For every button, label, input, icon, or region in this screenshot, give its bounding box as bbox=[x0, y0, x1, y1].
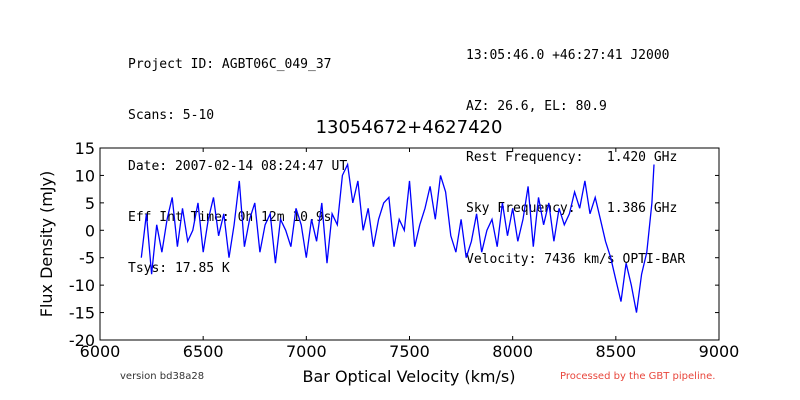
rest-frequency-line: Rest Frequency: 1.420 GHz bbox=[466, 150, 678, 165]
version-label: version bd38a28 bbox=[120, 371, 205, 382]
x-tick-label: 8500 bbox=[595, 342, 636, 361]
plot-series-group bbox=[140, 162, 655, 313]
tsys-line: Tsys: 17.85 K bbox=[128, 261, 230, 276]
y-tick-label: 0 bbox=[85, 221, 95, 240]
az-el-line: AZ: 26.6, EL: 80.9 bbox=[466, 99, 607, 114]
scans-line: Scans: 5-10 bbox=[128, 108, 215, 123]
sky-frequency-line: Sky Frequency: 1.386 GHz bbox=[466, 201, 678, 216]
project-id-line: Project ID: AGBT06C_049_37 bbox=[128, 57, 332, 72]
x-tick-label: 6500 bbox=[183, 342, 224, 361]
x-tick-label: 6000 bbox=[80, 342, 121, 361]
y-tick-label: -15 bbox=[69, 304, 95, 323]
x-tick-label: 7500 bbox=[389, 342, 430, 361]
y-tick-label: 10 bbox=[75, 166, 95, 185]
y-tick-label: 5 bbox=[85, 194, 95, 213]
y-tick-label: 15 bbox=[75, 139, 95, 158]
y-axis-label: Flux Density (mJy) bbox=[37, 171, 56, 318]
x-tick-label: 8000 bbox=[492, 342, 533, 361]
x-tick-label: 9000 bbox=[699, 342, 740, 361]
y-tick-label: -10 bbox=[69, 276, 95, 295]
y-axis-ticks: -20 -15 -10 -5 0 5 10 15 bbox=[69, 139, 719, 350]
y-tick-label: -20 bbox=[69, 331, 95, 350]
observation-info-right: 13:05:46.0 +46:27:41 J2000 AZ: 26.6, EL:… bbox=[466, 13, 685, 285]
x-axis-label: Bar Optical Velocity (km/s) bbox=[303, 367, 516, 386]
spectrum-line bbox=[140, 162, 655, 313]
pipeline-credit: Processed by the GBT pipeline. bbox=[560, 371, 716, 382]
x-tick-label: 7000 bbox=[286, 342, 327, 361]
coordinates-line: 13:05:46.0 +46:27:41 J2000 bbox=[466, 48, 670, 63]
plot-frame bbox=[99, 147, 720, 341]
chart-title: 13054672+4627420 bbox=[316, 117, 503, 138]
x-axis-ticks: 6000 6500 7000 7500 8000 8500 9000 bbox=[80, 148, 740, 361]
date-line: Date: 2007-02-14 08:24:47 UT bbox=[128, 159, 348, 174]
y-tick-label: -5 bbox=[79, 249, 95, 268]
velocity-line: Velocity: 7436 km/s OPTI-BAR bbox=[466, 252, 686, 267]
